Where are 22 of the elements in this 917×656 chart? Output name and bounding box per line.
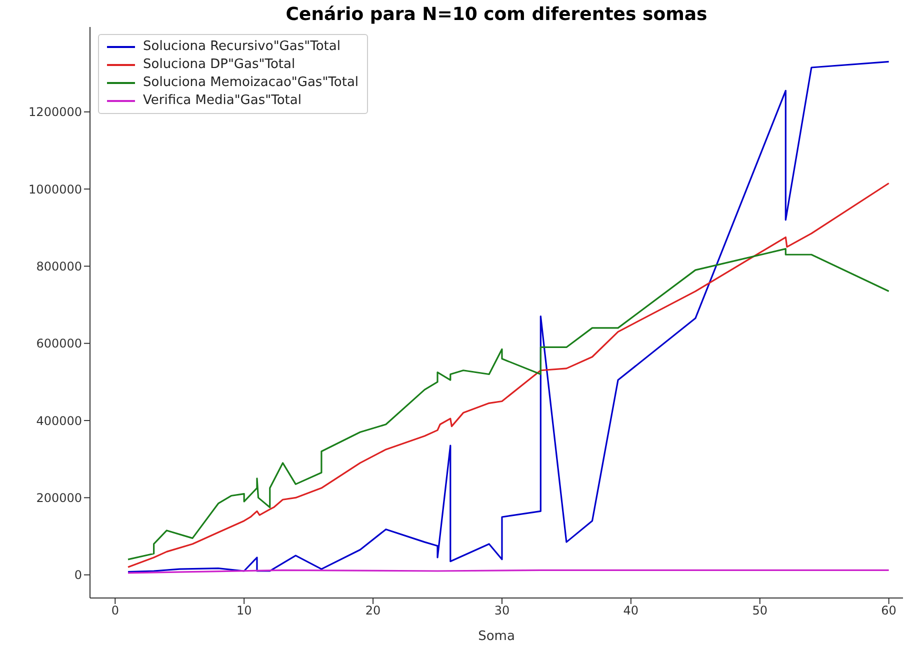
- x-tick-label: 0: [111, 604, 119, 618]
- y-tick-label: 1000000: [28, 182, 82, 196]
- y-tick-label: 800000: [36, 259, 82, 274]
- legend-label: Soluciona Recursivo"Gas"Total: [143, 38, 340, 56]
- legend-label: Verifica Media"Gas"Total: [143, 92, 302, 110]
- line-series: [127, 182, 890, 568]
- x-tick-label: 10: [236, 604, 252, 618]
- line-series: [127, 248, 890, 560]
- x-tick-label: 60: [881, 604, 896, 618]
- x-tick-label: 20: [365, 604, 381, 618]
- chart-title: Cenário para N=10 com diferentes somas: [284, 4, 708, 25]
- y-tick-label: 0: [74, 568, 82, 582]
- x-tick-label: 30: [494, 604, 510, 618]
- x-tick-label: 50: [752, 604, 768, 618]
- y-tick-label: 400000: [36, 414, 82, 428]
- y-tick-label: 1200000: [28, 105, 82, 120]
- x-tick-label: 40: [623, 604, 639, 618]
- x-axis-title: Soma: [478, 629, 515, 644]
- legend-label: Soluciona Memoizacao"Gas"Total: [143, 74, 359, 92]
- y-tick-label: 200000: [36, 490, 82, 505]
- legend-label: Soluciona DP"Gas"Total: [143, 56, 296, 74]
- y-tick-label: 600000: [36, 336, 82, 351]
